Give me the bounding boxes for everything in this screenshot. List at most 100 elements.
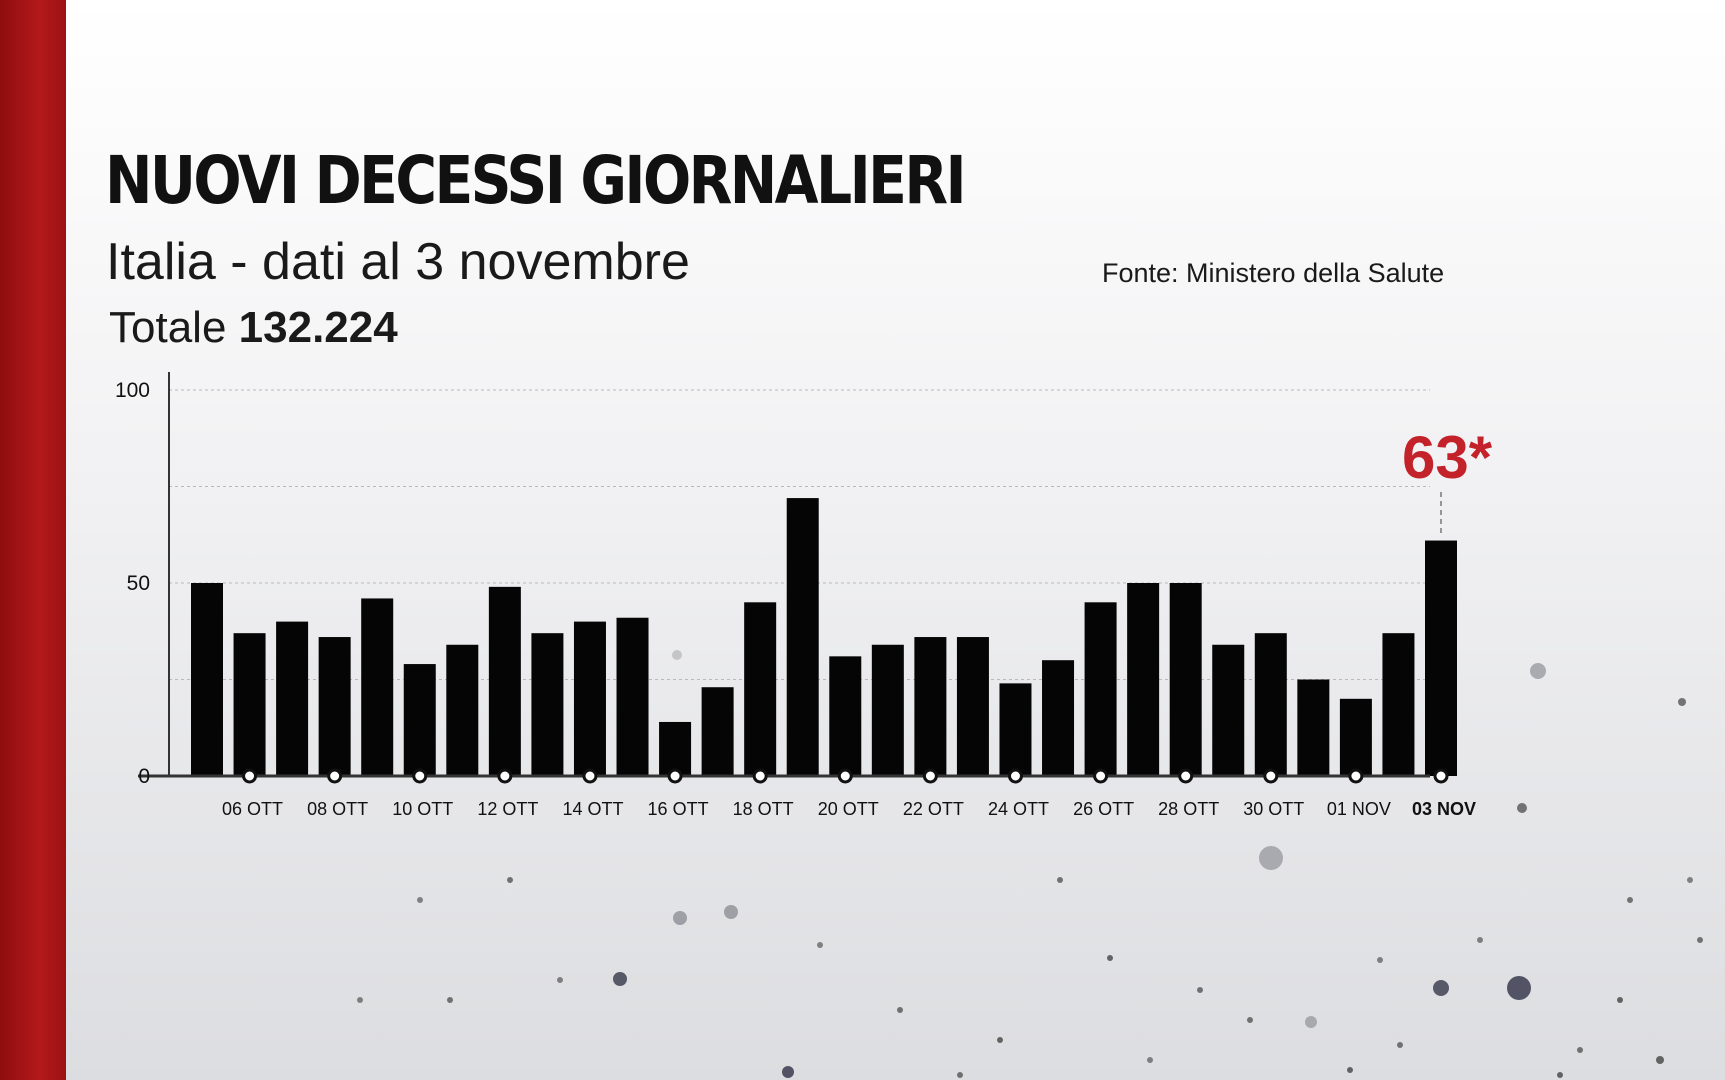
x-tick-label: 28 OTT (1158, 799, 1219, 819)
background-dot (1197, 987, 1203, 993)
bar-31-ott (1297, 679, 1330, 776)
x-tick-marker (667, 768, 683, 784)
background-dot (1678, 698, 1686, 706)
x-tick-label: 16 OTT (648, 799, 709, 819)
last-value-callout: 63* (1402, 424, 1493, 537)
bar-13-ott (531, 633, 564, 776)
bar-15-ott (616, 617, 649, 776)
bar-11-ott (446, 644, 479, 776)
bar-19-ott (786, 498, 819, 776)
background-dot (1377, 957, 1383, 963)
x-tick-marker (1433, 768, 1449, 784)
bar-10-ott (403, 664, 436, 776)
x-tick-label: 26 OTT (1073, 799, 1134, 819)
axes (138, 372, 1430, 778)
bar-06-ott (233, 633, 266, 776)
x-tick-marker (922, 768, 938, 784)
y-tick-labels: 0 50 100 (115, 379, 150, 788)
bar-03-nov (1425, 540, 1457, 776)
bar-23-ott (956, 637, 989, 776)
x-tick-marker (242, 768, 258, 784)
background-dot (357, 997, 363, 1003)
background-dot (1057, 877, 1063, 883)
background-dot (1247, 1017, 1253, 1023)
bar-08-ott (318, 637, 351, 776)
x-tick-marker (1178, 768, 1194, 784)
background-dot (1107, 955, 1113, 961)
background-dot (613, 972, 627, 986)
x-tick-label: 10 OTT (392, 799, 453, 819)
background-dot (672, 650, 682, 660)
background-dot (1557, 1072, 1563, 1078)
background-dot (957, 1072, 963, 1078)
x-tick-label: 18 OTT (733, 799, 794, 819)
x-tick-labels: 06 OTT 08 OTT 10 OTT 12 OTT 14 OTT 16 OTT 18 O… (222, 768, 1476, 819)
background-dot (1147, 1057, 1153, 1063)
x-tick-marker (752, 768, 768, 784)
bar-02-nov (1382, 633, 1415, 776)
background-dot (1697, 937, 1703, 943)
background-dot (1627, 897, 1633, 903)
bar-07-ott (276, 621, 309, 776)
x-tick-label: 01 NOV (1327, 799, 1391, 819)
bar-24-ott (999, 683, 1032, 776)
bar-18-ott (744, 602, 777, 776)
background-dot (1433, 980, 1449, 996)
background-dots (357, 650, 1703, 1078)
bar-22-ott (914, 637, 947, 776)
background-dot (1305, 1016, 1317, 1028)
background-dot (817, 942, 823, 948)
x-tick-label: 22 OTT (903, 799, 964, 819)
background-dot (1347, 1067, 1353, 1073)
x-tick-marker (582, 768, 598, 784)
x-tick-label: 24 OTT (988, 799, 1049, 819)
x-tick-marker (1007, 768, 1023, 784)
x-tick-marker (1348, 768, 1364, 784)
x-tick-marker (412, 768, 428, 784)
background-dot (417, 897, 423, 903)
side-accent-bar (0, 0, 66, 1080)
total-line: Totale 132.224 (109, 306, 398, 350)
x-tick-marker (327, 768, 343, 784)
bar-01-nov (1339, 698, 1372, 776)
x-tick-label: 30 OTT (1243, 799, 1304, 819)
bar-29-ott (1212, 644, 1245, 776)
y-tick-label: 50 (127, 572, 150, 595)
background-dot (557, 977, 563, 983)
background-dot (1617, 997, 1623, 1003)
x-tick-marker (1093, 768, 1109, 784)
chart-subtitle: Italia - dati al 3 novembre (106, 233, 690, 291)
bar-28-ott (1169, 583, 1202, 776)
background-dot (1530, 663, 1546, 679)
x-tick-marker (1263, 768, 1279, 784)
x-tick-label: 20 OTT (818, 799, 879, 819)
background-dot (1687, 877, 1693, 883)
background-dot (1477, 937, 1483, 943)
bar-20-ott (829, 656, 862, 776)
total-value: 132.224 (238, 303, 398, 352)
background-dot (782, 1066, 794, 1078)
bar-17-ott (701, 687, 734, 776)
bars (191, 498, 1457, 776)
background-dot (1507, 976, 1531, 1000)
bar-12-ott (488, 586, 521, 776)
background-dot (1517, 803, 1527, 813)
x-tick-label: 12 OTT (477, 799, 538, 819)
x-tick-marker (837, 768, 853, 784)
background-dot (897, 1007, 903, 1013)
bar-09-ott (361, 598, 394, 776)
background-dot (673, 911, 687, 925)
bar-05-ott (191, 583, 223, 776)
background-dot (1259, 846, 1283, 870)
callout-label: 63* (1402, 424, 1493, 491)
background-dot (1397, 1042, 1403, 1048)
background-dot (1577, 1047, 1583, 1053)
bar-30-ott (1254, 633, 1287, 776)
background-dot (447, 997, 453, 1003)
total-label: Totale (109, 303, 227, 352)
bar-27-ott (1127, 583, 1160, 776)
background-dot (507, 877, 513, 883)
y-tick-label: 100 (115, 379, 150, 402)
y-tick-label: 0 (138, 765, 150, 788)
